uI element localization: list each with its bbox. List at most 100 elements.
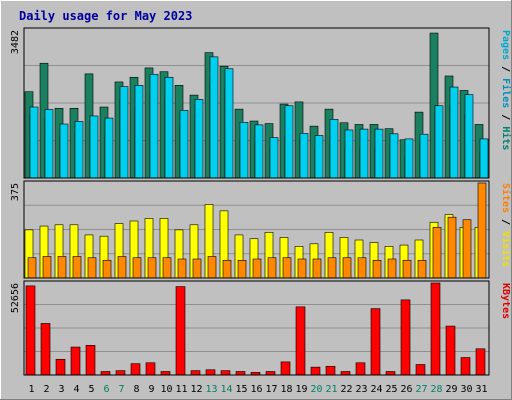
bar-hits-pages-31 (479, 138, 489, 179)
bar-visits-sites-16 (252, 258, 262, 279)
bar-visits-sites-18 (282, 257, 292, 279)
legend-visits: Sites / Visits (500, 183, 512, 267)
x-tick-label-1: 1 (28, 384, 34, 395)
bar-hits-pages-22 (344, 129, 354, 179)
x-tick-label-2: 2 (43, 384, 49, 395)
bar-kbytes-kbytes-11 (175, 286, 186, 376)
bar-visits-sites-15 (237, 259, 247, 279)
bar-hits-pages-5 (89, 115, 99, 179)
x-tick-label-26: 26 (400, 384, 412, 395)
bar-visits-sites-4 (72, 256, 82, 279)
bar-visits-sites-3 (57, 256, 67, 279)
bar-hits-pages-21 (329, 119, 339, 179)
x-tick-label-9: 9 (148, 384, 154, 395)
bar-hits-pages-26 (404, 138, 414, 179)
bar-kbytes-kbytes-20 (310, 366, 321, 376)
bar-visits-sites-1 (27, 257, 37, 279)
bar-visits-sites-10 (162, 257, 172, 279)
bar-hits-pages-8 (134, 85, 144, 179)
bar-kbytes-kbytes-24 (370, 308, 381, 376)
x-tick-label-6: 6 (103, 384, 109, 395)
panel-frame-visits (23, 180, 490, 279)
bar-hits-pages-3 (59, 123, 69, 179)
x-tick-label-16: 16 (250, 384, 262, 395)
legend-label-visits-2: Visits (500, 231, 512, 267)
x-tick-label-19: 19 (295, 384, 307, 395)
bar-hits-pages-25 (389, 133, 399, 179)
panel-hits: 3482 Pages / Files / Hits (10, 27, 512, 179)
legend-label-visits-0: Sites (500, 183, 512, 213)
panel-kbytes: 52656 KBytes (10, 280, 511, 376)
legend-label-hits-3: / (500, 108, 511, 126)
bar-hits-pages-7 (119, 86, 129, 179)
bar-visits-sites-19 (297, 258, 307, 279)
x-tick-label-31: 31 (475, 384, 487, 395)
bar-kbytes-kbytes-29 (445, 325, 456, 376)
bar-visits-sites-27 (417, 259, 427, 279)
panel-visits: 375 Sites / Visits (10, 180, 512, 279)
bar-visits-sites-2 (42, 256, 52, 279)
bar-kbytes-kbytes-22 (340, 371, 351, 376)
bar-visits-sites-11 (177, 258, 187, 279)
bar-kbytes-kbytes-21 (325, 365, 336, 376)
x-axis-tick-labels: 1 2 3 4 5 6 7 8 9 10 11 12 13 14 15 16 17 18 19 20 21 22 23 24 2… (28, 384, 487, 395)
bar-hits-pages-15 (239, 122, 249, 179)
x-tick-label-29: 29 (445, 384, 457, 395)
bar-hits-pages-16 (254, 124, 264, 179)
bar-hits-pages-30 (464, 94, 474, 179)
bar-visits-sites-14 (222, 259, 232, 279)
legend-kbytes: KBytes (500, 283, 511, 319)
bar-hits-pages-24 (374, 128, 384, 179)
x-tick-label-20: 20 (310, 384, 322, 395)
bar-visits-sites-20 (312, 258, 322, 279)
bar-hits-pages-4 (74, 121, 84, 179)
bar-hits-pages-29 (449, 86, 459, 179)
bar-hits-pages-12 (194, 99, 204, 179)
legend-label-hits-1: / (500, 60, 511, 78)
bar-hits-pages-20 (314, 135, 324, 179)
x-tick-label-13: 13 (205, 384, 217, 395)
bar-kbytes-kbytes-14 (220, 370, 231, 376)
bar-hits-pages-10 (164, 76, 174, 179)
bar-kbytes-kbytes-9 (145, 362, 156, 376)
chart-panels: 3482 Pages / Files / Hits 375 Sites / Visit… (10, 27, 512, 376)
x-tick-label-5: 5 (88, 384, 94, 395)
bar-hits-pages-13 (209, 56, 219, 179)
legend-label-hits-2: Files (500, 78, 512, 108)
x-tick-label-14: 14 (220, 384, 232, 395)
chart-title: Daily usage for May 2023 (19, 9, 192, 23)
bar-visits-sites-13 (207, 256, 217, 279)
bar-visits-sites-17 (267, 257, 277, 279)
max-label-kbytes: 52656 (10, 283, 21, 313)
bar-visits-sites-29 (447, 216, 457, 279)
bar-kbytes-kbytes-5 (85, 344, 96, 376)
x-tick-label-27: 27 (415, 384, 427, 395)
x-tick-label-3: 3 (58, 384, 64, 395)
x-tick-label-22: 22 (340, 384, 352, 395)
bar-kbytes-kbytes-17 (265, 371, 276, 376)
x-tick-label-4: 4 (73, 384, 79, 395)
x-tick-label-25: 25 (385, 384, 397, 395)
bar-visits-sites-22 (342, 257, 352, 279)
panel-frame-kbytes (23, 280, 490, 376)
bar-kbytes-kbytes-25 (385, 371, 396, 376)
bar-hits-pages-11 (179, 110, 189, 179)
bar-visits-sites-8 (132, 257, 142, 279)
bar-kbytes-kbytes-27 (415, 364, 426, 376)
max-label-visits: 375 (10, 183, 21, 201)
x-tick-label-23: 23 (355, 384, 367, 395)
x-tick-label-8: 8 (133, 384, 139, 395)
bar-kbytes-kbytes-28 (430, 282, 441, 376)
x-tick-label-10: 10 (160, 384, 172, 395)
x-tick-label-21: 21 (325, 384, 337, 395)
bar-visits-sites-6 (102, 259, 112, 279)
bar-kbytes-kbytes-26 (400, 299, 411, 376)
legend-label-hits-4: Hits (500, 126, 512, 150)
bar-kbytes-kbytes-4 (70, 346, 81, 376)
bar-hits-pages-27 (419, 133, 429, 179)
legend-hits: Pages / Files / Hits (500, 30, 512, 150)
bar-hits-pages-2 (44, 109, 54, 179)
bar-hits-pages-9 (149, 73, 159, 179)
bar-kbytes-kbytes-1 (25, 285, 36, 376)
x-tick-label-12: 12 (190, 384, 202, 395)
